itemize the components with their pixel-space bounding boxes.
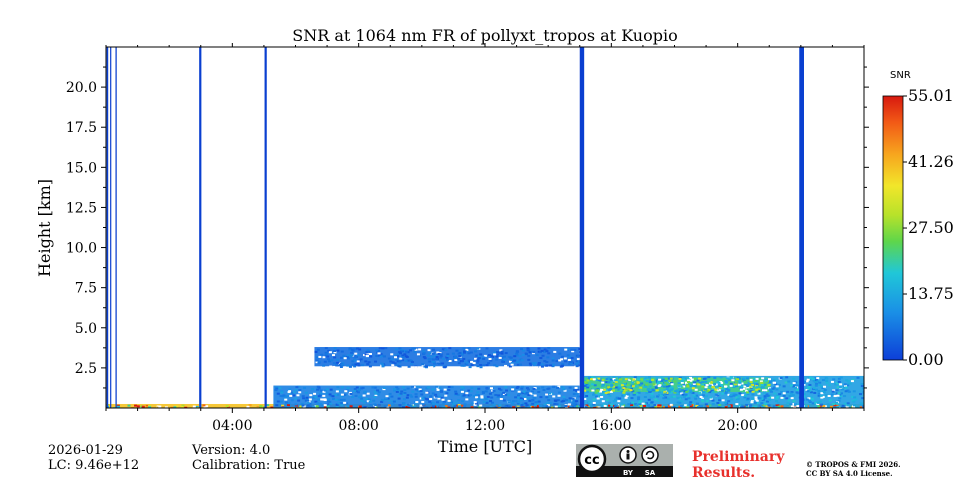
y-tick-label: 7.5 [75, 281, 97, 297]
footer-date: 2026-01-29 [48, 443, 123, 458]
missing-data-stripe-1 [110, 47, 112, 408]
chart-title: SNR at 1064 nm FR of pollyxt_tropos at K… [292, 26, 677, 45]
footer-version: Version: 4.0 [192, 443, 271, 458]
colorbar-tick-label: 41.26 [908, 152, 954, 171]
x-tick-label: 20:00 [717, 418, 757, 434]
missing-data-stripe-6 [799, 47, 804, 408]
colorbar-tick-label: 55.01 [908, 86, 954, 105]
colorbar-tick-label: 27.50 [908, 218, 954, 237]
plot-area [106, 47, 864, 408]
colorbar: SNR 0.00 13.75 27.50 41.26 55.01 [882, 70, 954, 369]
x-tick-label: 04:00 [212, 418, 252, 434]
copyright-line-2: CC BY SA 4.0 License. [806, 469, 893, 478]
preliminary-results-note: Preliminary Results. [692, 449, 784, 481]
colorbar-gradient [882, 95, 904, 361]
svg-text:cc: cc [584, 453, 599, 468]
y-tick-label: 20.0 [66, 80, 97, 96]
y-axis-label: Height [km] [35, 179, 54, 277]
missing-data-stripe-2 [115, 47, 117, 408]
colorbar-label: SNR [890, 70, 911, 81]
footer-calibration: Calibration: True [192, 458, 306, 473]
y-tick-label: 10.0 [66, 241, 97, 257]
axes: 04:00 08:00 12:00 16:00 20:00 2.5 5.0 7.5 10.0 12… [66, 43, 869, 434]
missing-data-stripe-5 [579, 47, 585, 408]
missing-data-stripe-0 [106, 47, 109, 408]
cc-license-badge: cc BY SA [576, 444, 673, 477]
y-tick-label: 5.0 [75, 321, 97, 337]
cc-by-label: BY [623, 469, 634, 477]
preliminary-line-2: Results. [692, 465, 756, 481]
cc-sa-label: SA [645, 469, 656, 477]
colorbar-tick-label: 13.75 [908, 284, 954, 303]
y-tick-label: 17.5 [66, 120, 97, 136]
x-tick-label: 08:00 [338, 418, 378, 434]
missing-data-stripe-4 [264, 47, 267, 408]
x-tick-label: 16:00 [591, 418, 631, 434]
copyright-line-1: © TROPOS & FMI 2026. [806, 460, 901, 469]
x-tick-label: 12:00 [465, 418, 505, 434]
signal-region-1 [273, 385, 580, 408]
x-axis-label: Time [UTC] [438, 437, 532, 456]
copyright-note: © TROPOS & FMI 2026. CC BY SA 4.0 Licens… [806, 460, 901, 478]
y-tick-label: 15.0 [66, 160, 97, 176]
share-alike-icon [641, 446, 659, 464]
missing-data-stripe-3 [199, 47, 202, 408]
preliminary-line-1: Preliminary [692, 449, 785, 465]
y-tick-label: 12.5 [66, 200, 97, 216]
texture-layer [106, 347, 864, 408]
colorbar-tick-label: 0.00 [908, 350, 944, 369]
footer-lc: LC: 9.46e+12 [48, 458, 140, 473]
y-tick-label: 2.5 [75, 361, 97, 377]
missing-data-layer [106, 47, 804, 408]
